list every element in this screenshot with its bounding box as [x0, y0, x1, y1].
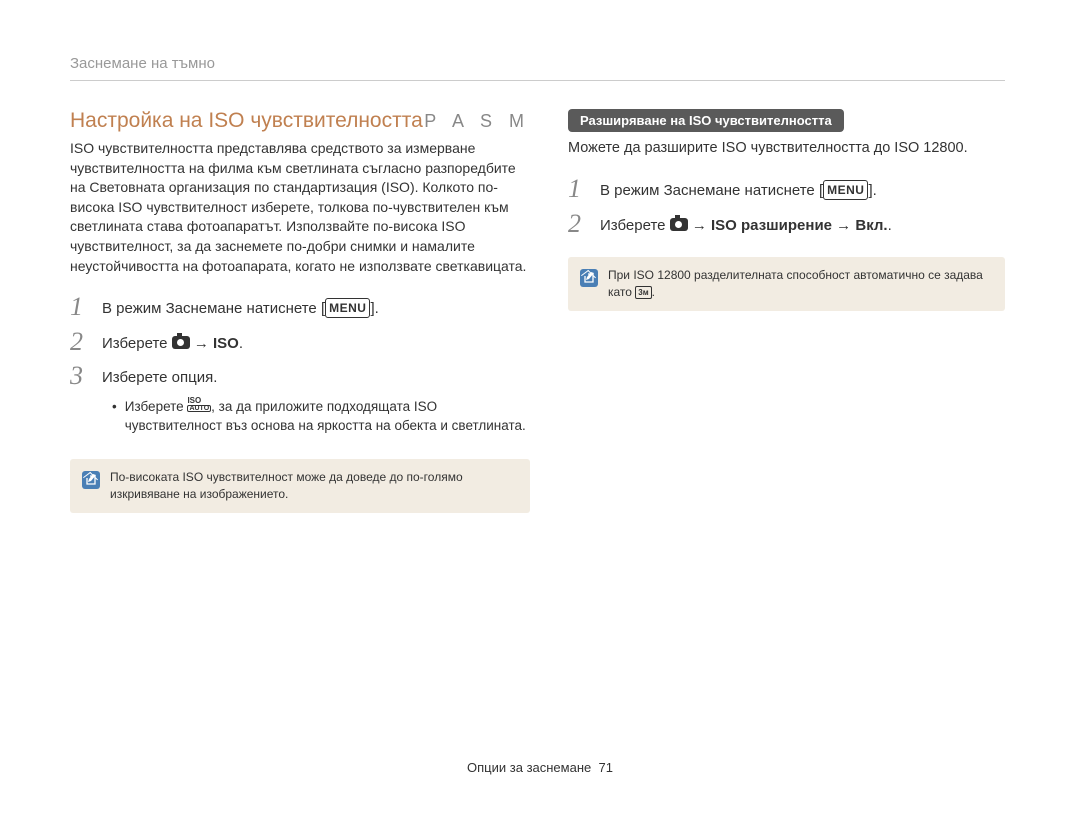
menu-icon: MENU	[325, 298, 370, 318]
iso-auto-icon: ISOAUTO	[187, 398, 211, 412]
step-number: 2	[70, 329, 102, 355]
step-number: 1	[70, 294, 102, 320]
step-number: 3	[70, 363, 102, 389]
text: Изберете	[102, 335, 172, 352]
step-text: Изберете → ISO разширение → Вкл..	[600, 211, 892, 238]
step-3: 3 Изберете опция.	[70, 363, 530, 390]
mode-indicators: P A S M	[424, 111, 530, 132]
sub-bullet: • Изберете ISOAUTO, за да приложите подх…	[112, 398, 530, 436]
text: Изберете	[125, 399, 188, 414]
steps-right: 1 В режим Заснемане натиснете [MENU]. 2 …	[568, 176, 1005, 237]
text: ].	[868, 182, 876, 199]
step-2-right: 2 Изберете → ISO разширение → Вкл..	[568, 211, 1005, 238]
resolution-badge: 3м	[635, 286, 651, 299]
step-1: 1 В режим Заснемане натиснете [MENU].	[70, 294, 530, 321]
text: В режим Заснемане натиснете [	[600, 182, 823, 199]
note-text: По-високата ISO чувствителност може да д…	[110, 469, 516, 503]
camera-icon	[172, 336, 190, 349]
footer-text: Опции за заснемане	[467, 760, 591, 775]
iso-bold: ISO	[213, 335, 239, 352]
step-text: Изберете → ISO.	[102, 329, 243, 356]
text: При ISO 12800 разделителната способност …	[608, 268, 983, 299]
content-columns: Настройка на ISO чувствителността P A S …	[70, 109, 1005, 513]
intro-paragraph: ISO чувствителността представлява средст…	[70, 139, 530, 276]
text: Изберете	[600, 217, 670, 234]
menu-icon: MENU	[823, 180, 868, 200]
note-icon	[82, 471, 100, 489]
left-column: Настройка на ISO чувствителността P A S …	[70, 109, 530, 513]
bullet-dot: •	[112, 398, 117, 436]
text: ].	[370, 300, 378, 317]
text: В режим Заснемане натиснете [	[102, 300, 325, 317]
page: Заснемане на тъмно Настройка на ISO чувс…	[0, 0, 1080, 513]
steps-left: 1 В режим Заснемане натиснете [MENU]. 2 …	[70, 294, 530, 435]
camera-icon	[670, 218, 688, 231]
page-footer: Опции за заснемане 71	[0, 760, 1080, 775]
pill-heading: Разширяване на ISO чувствителността	[568, 109, 844, 132]
step-2: 2 Изберете → ISO.	[70, 329, 530, 356]
text: →	[190, 335, 213, 352]
bold: ISO разширение	[711, 217, 832, 234]
step-text: Изберете опция.	[102, 363, 217, 390]
section-title: Настройка на ISO чувствителността	[70, 109, 423, 133]
text: .	[652, 285, 655, 299]
note-icon	[580, 269, 598, 287]
note-box-left: По-високата ISO чувствителност може да д…	[70, 459, 530, 513]
text: .	[888, 217, 892, 234]
bold: Вкл.	[855, 217, 887, 234]
bullet-text: Изберете ISOAUTO, за да приложите подход…	[125, 398, 530, 436]
breadcrumb-header: Заснемане на тъмно	[70, 55, 1005, 81]
page-number: 71	[598, 760, 612, 775]
note-text: При ISO 12800 разделителната способност …	[608, 267, 991, 301]
text: →	[688, 217, 711, 234]
step-1-right: 1 В режим Заснемане натиснете [MENU].	[568, 176, 1005, 203]
step-text: В режим Заснемане натиснете [MENU].	[102, 294, 379, 321]
step-number: 2	[568, 211, 600, 237]
right-column: Разширяване на ISO чувствителността Може…	[568, 109, 1005, 513]
step-text: В режим Заснемане натиснете [MENU].	[600, 176, 877, 203]
title-row: Настройка на ISO чувствителността P A S …	[70, 109, 530, 133]
right-body-text: Можете да разширите ISO чувствителността…	[568, 138, 1005, 158]
step-number: 1	[568, 176, 600, 202]
text: .	[239, 335, 243, 352]
text: →	[832, 217, 855, 234]
note-box-right: При ISO 12800 разделителната способност …	[568, 257, 1005, 311]
